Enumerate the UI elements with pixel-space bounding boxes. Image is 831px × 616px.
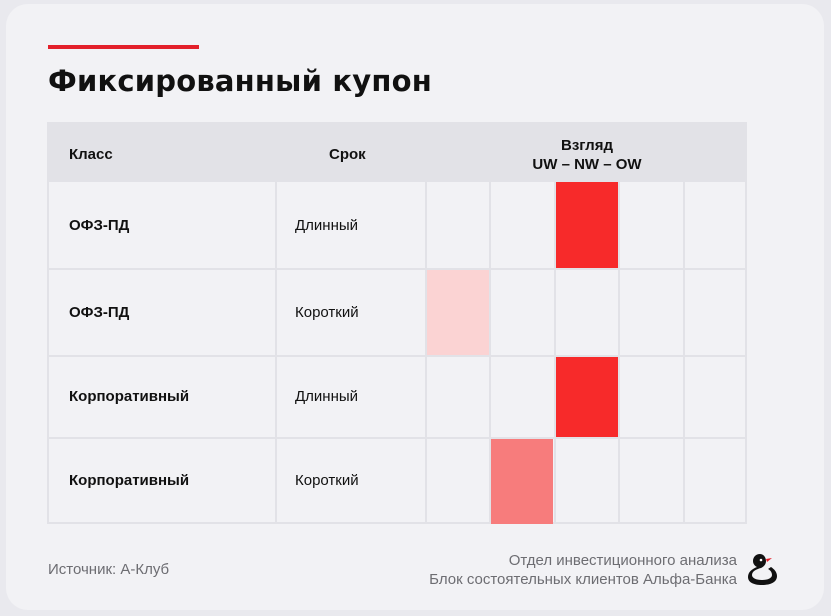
view-indicator xyxy=(556,182,618,269)
view-indicator xyxy=(427,270,489,356)
header-class: Класс xyxy=(69,146,113,163)
row-term: Длинный xyxy=(295,216,359,234)
row-class: ОФЗ-ПД xyxy=(69,303,130,321)
grid-vline xyxy=(683,182,685,522)
row-term: Длинный xyxy=(295,388,359,405)
header-view: Взгляд UW – NW – OW xyxy=(425,136,749,174)
row-class: Корпоративный xyxy=(69,472,190,489)
grid-hline xyxy=(49,437,747,439)
row-class: ОФЗ-ПД xyxy=(69,216,130,234)
header-view-scale: UW – NW – OW xyxy=(532,156,642,173)
view-indicator xyxy=(491,439,553,524)
row-term: Короткий xyxy=(295,472,359,489)
grid-hline xyxy=(49,355,747,357)
header-view-title: Взгляд xyxy=(561,137,613,154)
grid-hline xyxy=(49,268,747,270)
view-table: Класс Срок Взгляд UW – NW – OW ОФЗ-ПД Дли… xyxy=(47,122,747,524)
row-class: Корпоративный xyxy=(69,388,190,405)
department-note: Отдел инвестиционного анализа Блок состо… xyxy=(429,551,737,589)
source-note: Источник: А-Клуб xyxy=(48,561,170,578)
grid-vline xyxy=(489,182,491,522)
grid-vline xyxy=(275,182,277,522)
grid-vline xyxy=(618,182,620,522)
page-title: Фиксированный купон xyxy=(48,64,432,98)
table-header: Класс Срок Взгляд UW – NW – OW xyxy=(49,124,747,182)
department-line: Отдел инвестиционного анализа xyxy=(508,552,737,569)
grid-vline xyxy=(425,182,427,522)
grid-vline xyxy=(554,182,556,522)
row-term: Короткий xyxy=(295,303,359,321)
department-line: Блок состоятельных клиентов Альфа-Банка xyxy=(429,571,737,588)
view-indicator xyxy=(556,357,618,438)
duck-icon xyxy=(748,554,777,585)
header-term: Срок xyxy=(329,146,366,163)
accent-bar xyxy=(48,45,199,49)
